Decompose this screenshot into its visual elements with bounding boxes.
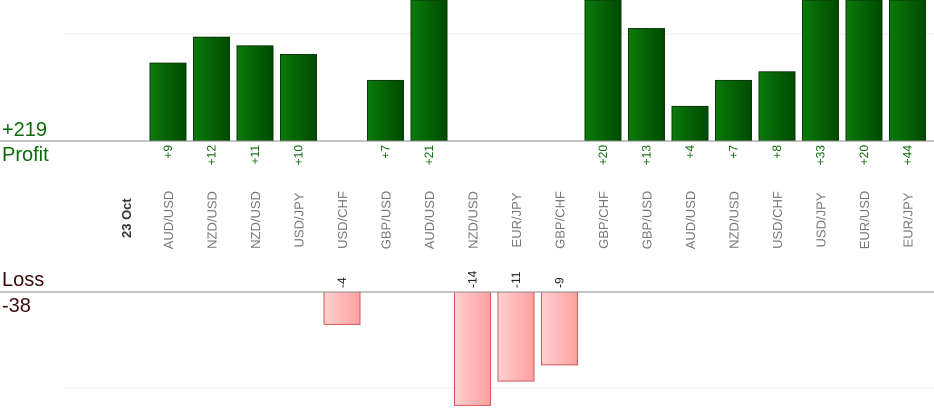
value-label: -4 <box>335 277 349 288</box>
category-label: EUR/JPY <box>901 192 916 247</box>
loss-bar <box>541 291 578 366</box>
value-label: +44 <box>901 145 915 166</box>
loss-total: -38 <box>2 295 31 317</box>
profit-bar <box>715 79 752 142</box>
value-label: +7 <box>727 145 741 159</box>
value-label: -14 <box>466 270 480 288</box>
category-label: GBP/CHF <box>596 191 611 249</box>
value-label: +20 <box>857 145 871 166</box>
category-label: EUR/JPY <box>509 192 524 247</box>
value-label: -11 <box>509 271 523 288</box>
value-label: +4 <box>683 145 697 159</box>
profit-bar <box>628 28 665 142</box>
bars-layer <box>149 0 926 406</box>
profit-bar <box>845 0 883 142</box>
category-label: USD/JPY <box>814 192 829 247</box>
category-label: USD/CHF <box>335 191 350 249</box>
value-label: +33 <box>814 145 828 166</box>
category-label: GBP/USD <box>640 191 655 250</box>
category-label: NZD/USD <box>466 191 481 249</box>
profit-bar <box>671 105 709 142</box>
profit-bar <box>367 79 404 142</box>
value-label: -9 <box>553 277 567 288</box>
profit-bar <box>410 0 448 142</box>
profit-bar <box>236 45 274 142</box>
value-label: +21 <box>422 145 436 166</box>
category-label: GBP/CHF <box>553 191 568 249</box>
profit-bar <box>584 0 622 142</box>
loss-bar <box>323 291 361 325</box>
value-label: +9 <box>161 145 175 159</box>
category-label: GBP/USD <box>379 191 394 250</box>
profit-total: +219 <box>2 119 48 141</box>
category-label: USD/JPY <box>292 192 307 247</box>
profit-bar <box>758 71 796 142</box>
profit-bar <box>802 0 839 142</box>
category-label: USD/CHF <box>770 191 785 249</box>
category-label: EUR/USD <box>857 191 872 250</box>
value-label: +12 <box>205 145 219 166</box>
profit-bar <box>280 54 317 142</box>
loss-bar <box>497 291 535 382</box>
category-label: NZD/USD <box>727 191 742 249</box>
profit-bar <box>889 0 926 142</box>
profit-label: Profit <box>2 144 49 166</box>
labels-layer: +9 AUD/USD +12 NZD/USD +11 NZD/USD +10 USD/JPY -… <box>161 145 916 288</box>
loss-bar <box>454 291 491 406</box>
value-label: +8 <box>770 145 784 159</box>
value-label: +11 <box>248 145 262 165</box>
profit-bar <box>193 36 230 142</box>
category-label: NZD/USD <box>205 191 220 249</box>
date-label: 23 Oct <box>119 198 134 238</box>
category-label: NZD/USD <box>248 191 263 249</box>
value-label: +13 <box>640 145 654 166</box>
value-label: +20 <box>596 145 610 166</box>
value-label: +10 <box>292 145 306 166</box>
value-label: +7 <box>379 145 393 159</box>
profit-bar <box>149 62 187 142</box>
category-label: AUD/USD <box>161 191 176 250</box>
category-label: AUD/USD <box>422 191 437 250</box>
loss-label: Loss <box>2 269 45 291</box>
category-label: AUD/USD <box>683 191 698 250</box>
